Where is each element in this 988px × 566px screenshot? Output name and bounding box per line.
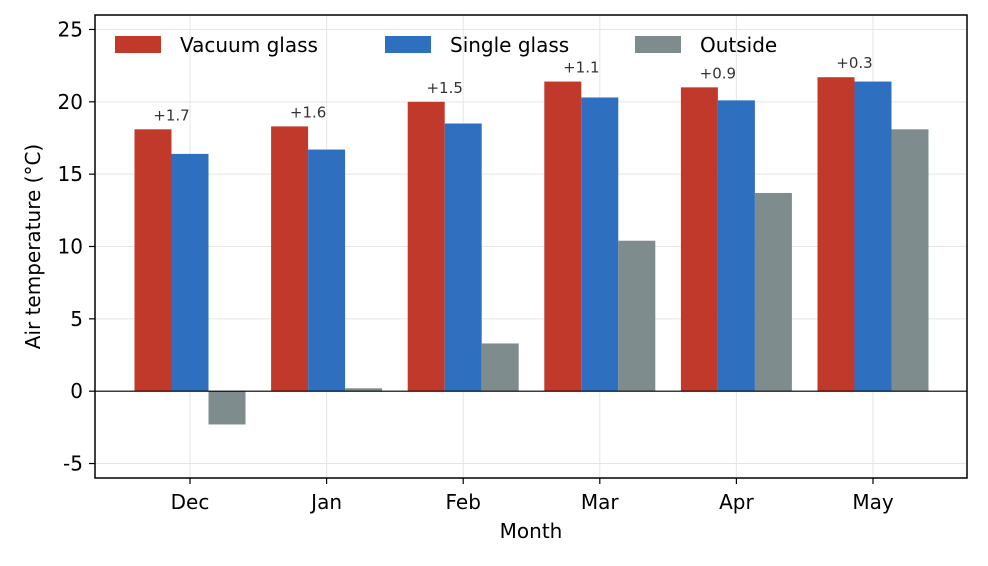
- legend: Vacuum glass Single glass Outside: [115, 33, 777, 57]
- legend-swatch: [385, 36, 431, 53]
- legend-item: Outside: [635, 33, 777, 57]
- legend-label: Outside: [700, 33, 777, 57]
- difference-label: +1.5: [426, 79, 462, 97]
- x-axis-label: Month: [500, 519, 563, 543]
- y-axis-label: Air temperature (°C): [21, 144, 45, 349]
- difference-label: +1.7: [153, 106, 189, 124]
- bar-vacuum-glass: [817, 77, 855, 392]
- bar-outside: [345, 388, 383, 392]
- difference-label: +0.3: [836, 54, 872, 72]
- bar-vacuum-glass: [680, 87, 718, 392]
- legend-label: Vacuum glass: [180, 33, 318, 57]
- y-tick-label: 15: [58, 162, 83, 186]
- bar-vacuum-glass: [407, 101, 445, 392]
- bar-vacuum-glass: [544, 81, 582, 392]
- bar-vacuum-glass: [134, 129, 172, 392]
- x-tick-label: Feb: [445, 490, 480, 514]
- bar-outside: [754, 192, 792, 392]
- bar-single-glass: [171, 153, 209, 392]
- bar-outside: [618, 240, 656, 392]
- legend-item: Vacuum glass: [115, 33, 318, 57]
- bars: [134, 77, 929, 425]
- bar-outside: [208, 391, 246, 425]
- bar-vacuum-glass: [271, 126, 309, 392]
- y-tick-label: 25: [58, 17, 83, 41]
- bar-single-glass: [308, 149, 346, 392]
- bar-single-glass: [717, 100, 755, 392]
- bar-single-glass: [581, 97, 619, 392]
- legend-label: Single glass: [450, 33, 569, 57]
- x-tick-label: May: [852, 490, 894, 514]
- y-tick-label: 5: [70, 307, 83, 331]
- difference-label: +0.9: [700, 64, 736, 82]
- difference-annotations: +1.7 +1.6 +1.5 +1.1 +0.9 +0.3: [153, 54, 872, 124]
- bar-single-glass: [854, 81, 892, 392]
- y-tick-label: 20: [58, 90, 83, 114]
- x-axis: Dec Jan Feb Mar Apr May: [171, 478, 894, 514]
- bar-single-glass: [444, 123, 482, 392]
- legend-item: Single glass: [385, 33, 569, 57]
- x-tick-label: Apr: [719, 490, 754, 514]
- y-tick-label: 10: [58, 235, 83, 259]
- bar-outside: [481, 343, 519, 392]
- legend-swatch: [115, 36, 161, 53]
- x-tick-label: Dec: [171, 490, 210, 514]
- y-axis: -5 0 5 10 15 20 25: [58, 17, 95, 476]
- x-tick-label: Jan: [309, 490, 342, 514]
- bar-outside: [891, 129, 929, 392]
- y-tick-label: -5: [63, 452, 83, 476]
- difference-label: +1.1: [563, 59, 599, 77]
- difference-label: +1.6: [290, 103, 326, 121]
- y-tick-label: 0: [70, 379, 83, 403]
- x-tick-label: Mar: [581, 490, 620, 514]
- legend-swatch: [635, 36, 681, 53]
